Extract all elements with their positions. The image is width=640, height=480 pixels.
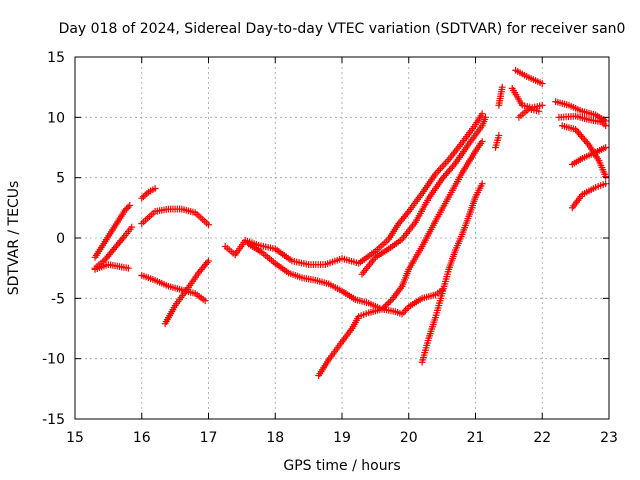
series-arc-n <box>495 83 506 109</box>
series-arc-s <box>555 112 610 130</box>
series-arc-h <box>221 110 486 268</box>
data-point <box>482 113 489 121</box>
data-point <box>123 205 131 213</box>
series-arc-l <box>418 180 486 366</box>
series-arc-u <box>568 144 610 168</box>
y-tick-label: -15 <box>42 412 65 428</box>
data-point <box>602 173 610 180</box>
x-tick-label: 15 <box>66 430 84 446</box>
data-point <box>478 138 486 145</box>
data-point <box>125 264 132 272</box>
data-points <box>91 66 610 379</box>
x-tick-label: 21 <box>467 430 485 446</box>
x-tick-label: 18 <box>266 430 284 446</box>
series-arc-c <box>91 223 136 272</box>
data-point <box>538 80 546 87</box>
data-point <box>495 132 503 139</box>
series-arc-j <box>315 138 486 379</box>
y-tick-label: -5 <box>51 291 65 307</box>
x-tick-label: 23 <box>600 430 618 446</box>
series-arc-d <box>138 185 159 202</box>
series-arc-a <box>91 202 134 261</box>
axis-ticks: 15 16 17 18 19 20 21 22 23 -15 -10 -5 0 5 10 15 <box>42 50 618 446</box>
data-point <box>602 144 610 151</box>
data-point <box>128 223 136 231</box>
series-arc-e <box>138 205 212 229</box>
data-point <box>201 297 209 305</box>
data-point <box>478 110 486 118</box>
series-arc-f <box>138 272 209 305</box>
x-tick-label: 19 <box>333 430 351 446</box>
data-point <box>538 101 546 109</box>
series-arc-v <box>568 180 610 212</box>
data-point <box>478 180 486 188</box>
y-axis-label: SDTVAR / TECUs <box>6 181 22 296</box>
data-point <box>205 221 212 229</box>
series-arc-i <box>245 240 446 318</box>
y-tick-label: 15 <box>47 50 65 66</box>
data-point <box>124 203 132 211</box>
y-tick-label: 0 <box>56 231 65 247</box>
x-axis-label: GPS time / hours <box>283 458 400 474</box>
data-point <box>602 180 610 188</box>
x-tick-label: 22 <box>533 430 551 446</box>
data-point <box>498 83 506 91</box>
y-tick-label: 5 <box>56 171 65 187</box>
data-point <box>151 185 159 192</box>
x-tick-label: 20 <box>400 430 418 446</box>
data-point <box>126 202 134 209</box>
series-arc-k <box>358 113 489 278</box>
x-tick-label: 17 <box>200 430 218 446</box>
series-arc-b <box>91 261 132 273</box>
data-point <box>602 122 610 130</box>
series-arc-q <box>515 105 543 121</box>
data-point <box>121 206 129 214</box>
chart-title: Day 018 of 2024, Sidereal Day-to-day VTE… <box>59 21 626 37</box>
series-arc-g <box>161 257 212 328</box>
data-point <box>535 107 543 115</box>
series-arc-o <box>512 66 546 87</box>
series-arc-m <box>492 132 503 151</box>
x-tick-label: 16 <box>133 430 151 446</box>
series-arc-t <box>558 122 610 180</box>
y-tick-label: 10 <box>47 110 65 126</box>
series-arc-r <box>552 98 610 125</box>
y-tick-label: -10 <box>42 352 65 368</box>
data-point <box>205 257 212 265</box>
